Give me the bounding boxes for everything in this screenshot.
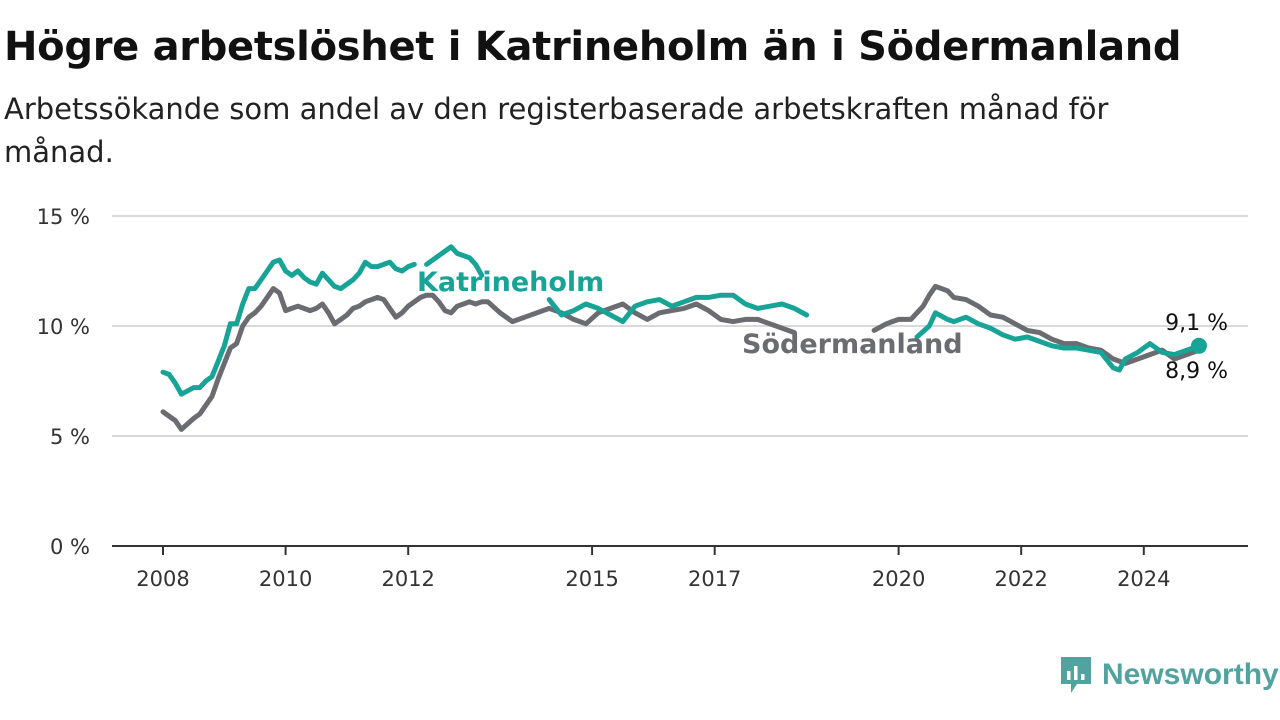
x-tick-label: 2024	[1117, 567, 1170, 591]
gridlines	[112, 215, 1248, 437]
x-tick-label: 2008	[136, 567, 189, 591]
newsworthy-logo-icon	[1061, 657, 1091, 693]
x-tick-label: 2015	[565, 567, 618, 591]
chart-title: Högre arbetslöshet i Katrineholm än i Sö…	[4, 24, 1182, 70]
x-axis: 2008 2010 2012 2015 2017 2020 2022 2024	[112, 545, 1248, 591]
end-label-sodermanland: 8,9 %	[1165, 359, 1228, 384]
series-lines	[160, 244, 1207, 432]
x-tick-label: 2020	[872, 567, 925, 591]
end-point-marker	[1190, 337, 1207, 354]
x-tick-label: 2010	[259, 567, 312, 591]
series-line-katrineholm	[160, 244, 1202, 397]
y-tick-label: 5 %	[50, 425, 90, 449]
brand-name: Newsworthy	[1102, 658, 1279, 691]
y-axis-tick-labels: 0 % 5 % 10 % 15 %	[37, 205, 90, 559]
x-tick-label: 2022	[994, 567, 1047, 591]
chart-subtitle: Arbetssökande som andel av den registerb…	[4, 92, 1109, 169]
y-tick-label: 15 %	[37, 205, 90, 229]
label-katrineholm: Katrineholm	[417, 267, 604, 298]
series-labels: Katrineholm Södermanland 9,1 % 8,9 %	[417, 267, 1228, 384]
newsworthy-logo: Newsworthy	[1058, 653, 1279, 697]
series-line-sodermanland	[160, 283, 1202, 432]
x-tick-label: 2017	[688, 567, 741, 591]
end-label-katrineholm: 9,1 %	[1165, 311, 1228, 336]
x-tick-label: 2012	[381, 567, 434, 591]
label-sodermanland: Södermanland	[742, 329, 963, 360]
y-tick-label: 0 %	[50, 535, 90, 559]
y-tick-label: 10 %	[37, 315, 90, 339]
